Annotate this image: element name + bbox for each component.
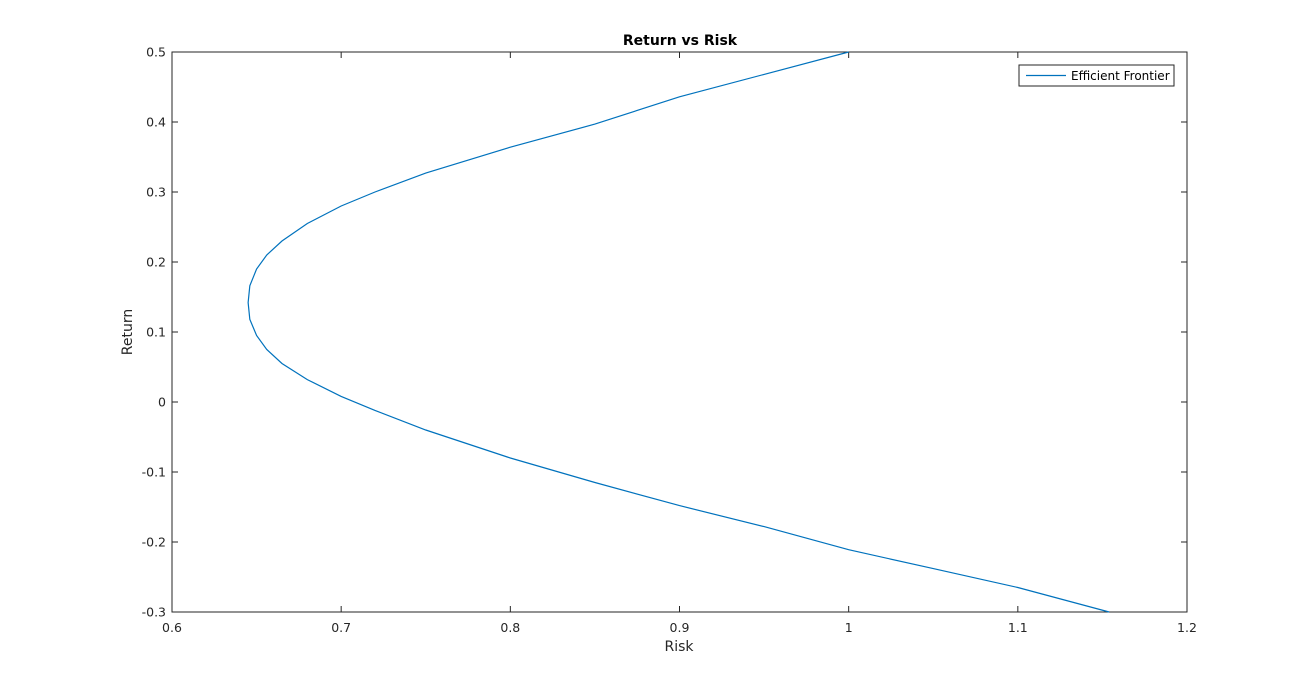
x-tick-label: 0.6: [162, 620, 182, 635]
y-tick-label: -0.2: [142, 535, 166, 550]
x-tick-labels: 0.6 0.7 0.8 0.9 1 1.1 1.2: [162, 620, 1197, 635]
axis-ticks: [171, 51, 1188, 613]
x-tick-label: 1.2: [1177, 620, 1197, 635]
y-tick-labels: -0.3 -0.2 -0.1 0 0.1 0.2 0.3 0.4 0.5: [142, 45, 166, 620]
y-tick-label: 0: [158, 395, 166, 410]
series-line-efficient-frontier: [247, 51, 1110, 613]
x-axis-label: Risk: [664, 639, 694, 655]
x-tick-label: 0.8: [500, 620, 520, 635]
y-tick-label: 0.1: [146, 325, 166, 340]
legend: Efficient Frontier: [1018, 64, 1175, 87]
plot-area: [171, 51, 1188, 613]
y-tick-label: -0.1: [142, 465, 166, 480]
y-axis-label: Return: [120, 309, 136, 355]
chart-title: Return vs Risk: [623, 33, 738, 49]
x-tick-label: 0.7: [331, 620, 351, 635]
y-tick-label: -0.3: [142, 605, 166, 620]
y-tick-label: 0.4: [146, 115, 166, 130]
y-tick-label: 0.5: [146, 45, 166, 60]
legend-box: [1018, 64, 1175, 87]
x-tick-label: 1: [845, 620, 853, 635]
x-tick-label: 1.1: [1008, 620, 1028, 635]
x-tick-label: 0.9: [670, 620, 690, 635]
legend-label: Efficient Frontier: [1071, 69, 1170, 83]
y-tick-label: 0.2: [146, 255, 166, 270]
y-tick-label: 0.3: [146, 185, 166, 200]
